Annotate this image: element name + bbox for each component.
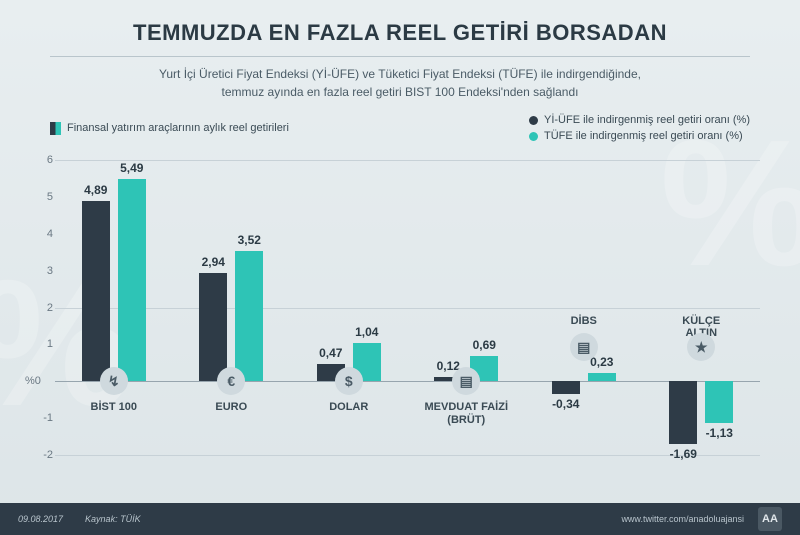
category-icon: ★ — [687, 333, 715, 361]
category-icon: € — [217, 367, 245, 395]
bar-value: 3,52 — [229, 233, 269, 247]
gridline — [55, 160, 760, 161]
category-label: MEVDUAT FAİZİ(BRÜT) — [411, 401, 521, 427]
bar-value: 0,69 — [464, 338, 504, 352]
footer-source-label: Kaynak: — [85, 514, 118, 524]
bar-s2 — [118, 179, 146, 381]
legend-series: Yİ-ÜFE ile indirgenmiş reel getiri oranı… — [529, 114, 750, 142]
legend-label-yiufe: Yİ-ÜFE ile indirgenmiş reel getiri oranı… — [544, 114, 750, 126]
category-icon: ↯ — [100, 367, 128, 395]
legend: Finansal yatırım araçlarının aylık reel … — [50, 114, 750, 142]
category-label: DOLAR — [294, 401, 404, 414]
bar-value: -1,13 — [699, 426, 739, 440]
legend-label-tufe: TÜFE ile indirgenmiş reel getiri oranı (… — [544, 130, 743, 142]
bar-chart: 654321%0-1-24,895,49BİST 100↯2,943,52EUR… — [55, 160, 760, 455]
legend-item-yiufe: Yİ-ÜFE ile indirgenmiş reel getiri oranı… — [529, 114, 750, 126]
bar-s1 — [199, 273, 227, 381]
page-title: TEMMUZDA EN FAZLA REEL GETİRİ BORSADAN — [0, 20, 800, 46]
bar-value: -1,69 — [663, 447, 703, 461]
footer-right: www.twitter.com/anadoluajansi AA — [621, 507, 782, 531]
footer-date: 09.08.2017 — [18, 514, 63, 524]
bar-s2 — [705, 381, 733, 423]
category-icon: ▤ — [452, 367, 480, 395]
footer-url: www.twitter.com/anadoluajansi — [621, 514, 744, 524]
category-label: BİST 100 — [59, 401, 169, 414]
footer-left: 09.08.2017 Kaynak: TÜİK — [18, 514, 141, 524]
legend-dot-yiufe — [529, 116, 538, 125]
legend-bars-icon — [50, 122, 61, 135]
y-tick: -1 — [33, 412, 53, 424]
bar-s2 — [235, 251, 263, 381]
bar-value: 0,47 — [311, 346, 351, 360]
y-tick: 3 — [33, 265, 53, 277]
y-tick: 2 — [33, 302, 53, 314]
y-tick: 6 — [33, 154, 53, 166]
subtitle-line-2: temmuz ayında en fazla reel getiri BIST … — [222, 85, 579, 99]
bar-s1 — [82, 201, 110, 381]
title-divider — [50, 56, 750, 57]
bar-value: 2,94 — [193, 255, 233, 269]
bar-value: 4,89 — [76, 183, 116, 197]
gridline — [55, 308, 760, 309]
y-tick: -2 — [33, 449, 53, 461]
footer-logo: AA — [758, 507, 782, 531]
legend-left-label: Finansal yatırım araçlarının aylık reel … — [67, 122, 289, 134]
category-label: DİBS — [571, 315, 597, 327]
bar-value: -0,34 — [546, 397, 586, 411]
bar-value: 1,04 — [347, 325, 387, 339]
header: TEMMUZDA EN FAZLA REEL GETİRİ BORSADAN Y… — [0, 20, 800, 101]
bar-s1 — [669, 381, 697, 443]
bar-value: 5,49 — [112, 161, 152, 175]
footer-source: Kaynak: TÜİK — [85, 514, 141, 524]
y-tick: 5 — [33, 191, 53, 203]
subtitle-line-1: Yurt İçi Üretici Fiyat Endeksi (Yİ-ÜFE) … — [159, 67, 641, 81]
subtitle: Yurt İçi Üretici Fiyat Endeksi (Yİ-ÜFE) … — [80, 65, 720, 101]
legend-left: Finansal yatırım araçlarının aylık reel … — [50, 114, 289, 142]
category-label: EURO — [176, 401, 286, 414]
footer: 09.08.2017 Kaynak: TÜİK www.twitter.com/… — [0, 503, 800, 535]
legend-dot-tufe — [529, 132, 538, 141]
y-tick: 4 — [33, 228, 53, 240]
category-icon: ▤ — [570, 333, 598, 361]
footer-source-value: TÜİK — [120, 514, 141, 524]
bar-s1 — [552, 381, 580, 394]
y-tick: %0 — [25, 375, 41, 387]
gridline — [55, 455, 760, 456]
baseline — [55, 381, 760, 382]
bar-s2 — [588, 373, 616, 381]
legend-item-tufe: TÜFE ile indirgenmiş reel getiri oranı (… — [529, 130, 750, 142]
category-icon: $ — [335, 367, 363, 395]
y-tick: 1 — [33, 338, 53, 350]
